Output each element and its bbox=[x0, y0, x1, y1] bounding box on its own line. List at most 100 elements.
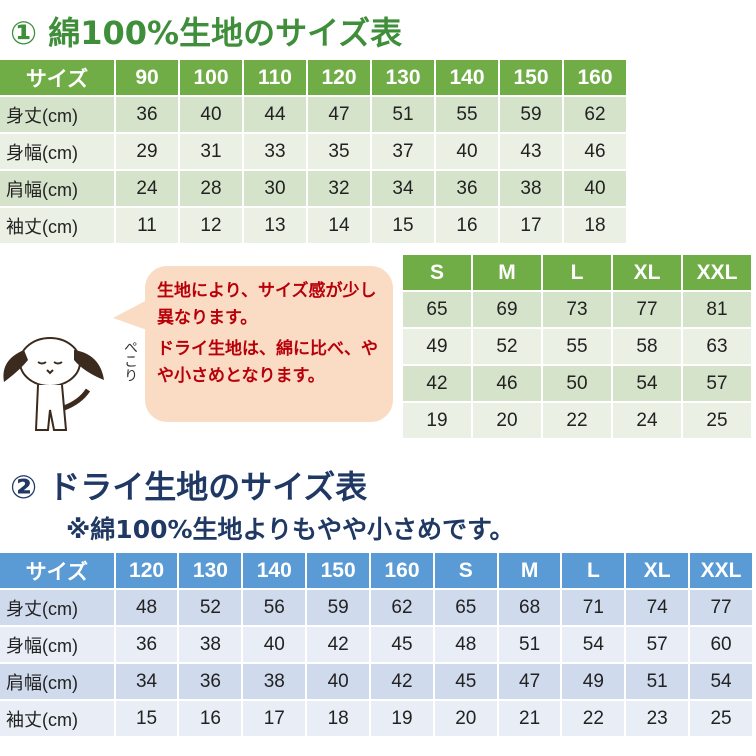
table-cell: 24 bbox=[613, 403, 681, 438]
header-cell: XXL bbox=[683, 255, 751, 290]
table-cell: 40 bbox=[243, 627, 306, 662]
table-cell: 54 bbox=[690, 664, 752, 699]
table-row: 肩幅(cm) 34 36 38 40 42 45 47 49 51 54 bbox=[0, 664, 752, 699]
peko-text: ぺこり bbox=[122, 340, 138, 382]
table-cell: 19 bbox=[403, 403, 471, 438]
table-cell: 40 bbox=[307, 664, 370, 699]
table-cell: 30 bbox=[244, 171, 306, 206]
table-cell: 52 bbox=[473, 329, 541, 364]
header-cell: S bbox=[403, 255, 471, 290]
table-cell: 38 bbox=[179, 627, 242, 662]
header-cell: XL bbox=[613, 255, 681, 290]
table-cell: 13 bbox=[244, 208, 306, 243]
table-cell: 65 bbox=[403, 292, 471, 327]
table-cell: 48 bbox=[115, 590, 178, 625]
table-cell: 21 bbox=[498, 701, 561, 736]
table-cell: 15 bbox=[115, 701, 178, 736]
table-cell: 17 bbox=[243, 701, 306, 736]
table-cell: 35 bbox=[308, 134, 370, 169]
table-row: 19 20 22 24 25 bbox=[403, 403, 751, 438]
table-cell: 47 bbox=[308, 97, 370, 132]
table-cell: 57 bbox=[626, 627, 689, 662]
table-cell: 40 bbox=[180, 97, 242, 132]
table-cell: 49 bbox=[562, 664, 625, 699]
table-cell: 38 bbox=[500, 171, 562, 206]
header-cell: 160 bbox=[371, 553, 433, 588]
table-cell: 54 bbox=[613, 366, 681, 401]
header-cell: L bbox=[562, 553, 625, 588]
table-cell: 19 bbox=[371, 701, 433, 736]
table-cell: 51 bbox=[372, 97, 434, 132]
row-label: 身幅(cm) bbox=[0, 134, 114, 169]
table-cell: 60 bbox=[690, 627, 752, 662]
table-cell: 24 bbox=[116, 171, 178, 206]
table-cell: 52 bbox=[179, 590, 242, 625]
table-cell: 49 bbox=[403, 329, 471, 364]
table-row: 身幅(cm) 36 38 40 42 45 48 51 54 57 60 bbox=[0, 627, 752, 662]
table-row: 65 69 73 77 81 bbox=[403, 292, 751, 327]
header-cell: サイズ bbox=[0, 60, 114, 95]
header-cell: 160 bbox=[564, 60, 626, 95]
table-cell: 17 bbox=[500, 208, 562, 243]
table-cell: 71 bbox=[562, 590, 625, 625]
bubble-line-1: 生地により、サイズ感が少し異なります。 bbox=[157, 281, 377, 328]
row-label: 袖丈(cm) bbox=[0, 701, 114, 736]
table-cell: 42 bbox=[403, 366, 471, 401]
table-cell: 54 bbox=[562, 627, 625, 662]
header-row: S M L XL XXL bbox=[403, 255, 751, 290]
table-cell: 36 bbox=[115, 627, 178, 662]
table-cell: 33 bbox=[244, 134, 306, 169]
table-cell: 37 bbox=[372, 134, 434, 169]
table-cell: 51 bbox=[498, 627, 561, 662]
table-cell: 28 bbox=[180, 171, 242, 206]
table-cell: 18 bbox=[307, 701, 370, 736]
table-cell: 73 bbox=[543, 292, 611, 327]
dog-illustration bbox=[0, 330, 110, 444]
table-cell: 62 bbox=[371, 590, 433, 625]
header-cell: XL bbox=[626, 553, 689, 588]
header-cell: M bbox=[498, 553, 561, 588]
header-cell: 110 bbox=[244, 60, 306, 95]
table-cell: 56 bbox=[243, 590, 306, 625]
table-cell: 16 bbox=[179, 701, 242, 736]
table-cell: 40 bbox=[564, 171, 626, 206]
table-cell: 22 bbox=[543, 403, 611, 438]
table-cell: 42 bbox=[371, 664, 433, 699]
table-cell: 59 bbox=[307, 590, 370, 625]
row-label: 袖丈(cm) bbox=[0, 208, 114, 243]
cotton-kids-size-table: サイズ 90 100 110 120 130 140 150 160 身丈(cm) 36 40 44 47… bbox=[0, 58, 628, 245]
table-cell: 14 bbox=[308, 208, 370, 243]
table-cell: 77 bbox=[613, 292, 681, 327]
table-row: 袖丈(cm) 15 16 17 18 19 20 21 22 23 25 bbox=[0, 701, 752, 736]
table-row: 身幅(cm) 29 31 33 35 37 40 43 46 bbox=[0, 134, 626, 169]
table-cell: 40 bbox=[436, 134, 498, 169]
header-cell: サイズ bbox=[0, 553, 114, 588]
table-cell: 36 bbox=[116, 97, 178, 132]
table-cell: 43 bbox=[500, 134, 562, 169]
table-cell: 29 bbox=[116, 134, 178, 169]
header-cell: 140 bbox=[243, 553, 306, 588]
table-cell: 34 bbox=[115, 664, 178, 699]
header-cell: 120 bbox=[115, 553, 178, 588]
row-label: 身丈(cm) bbox=[0, 97, 114, 132]
table-cell: 50 bbox=[543, 366, 611, 401]
header-cell: 90 bbox=[116, 60, 178, 95]
table-cell: 55 bbox=[436, 97, 498, 132]
speech-bubble-tail bbox=[113, 300, 147, 330]
table-row: 49 52 55 58 63 bbox=[403, 329, 751, 364]
table-cell: 12 bbox=[180, 208, 242, 243]
header-cell: 130 bbox=[179, 553, 242, 588]
header-cell: M bbox=[473, 255, 541, 290]
table-cell: 25 bbox=[683, 403, 751, 438]
table-cell: 51 bbox=[626, 664, 689, 699]
table-cell: 42 bbox=[307, 627, 370, 662]
header-cell: S bbox=[434, 553, 497, 588]
cotton-adult-size-table: S M L XL XXL 65 69 73 77 81 49 52 55 58 63 42 46 50 54 57 19… bbox=[401, 253, 753, 440]
table-cell: 45 bbox=[371, 627, 433, 662]
table-row: 42 46 50 54 57 bbox=[403, 366, 751, 401]
table-cell: 45 bbox=[434, 664, 497, 699]
header-cell: 120 bbox=[308, 60, 370, 95]
table-row: 身丈(cm) 48 52 56 59 62 65 68 71 74 77 bbox=[0, 590, 752, 625]
dry-size-table: サイズ 120 130 140 150 160 S M L XL XXL 身丈(cm) 48 52 56 59… bbox=[0, 551, 754, 738]
dry-size-note: ※綿100%生地よりもやや小さめです。 bbox=[66, 515, 515, 544]
